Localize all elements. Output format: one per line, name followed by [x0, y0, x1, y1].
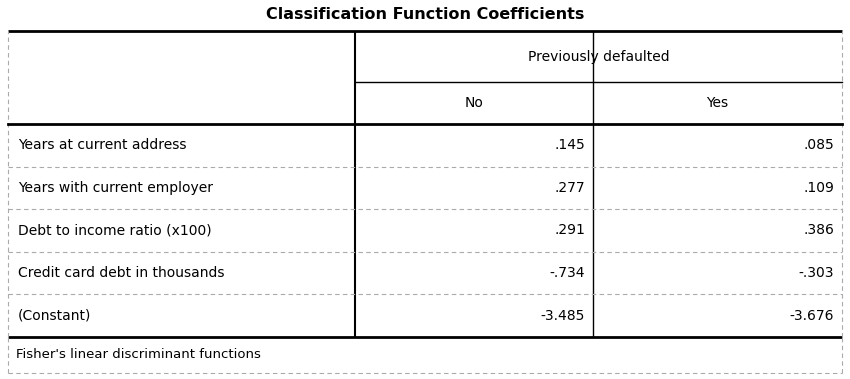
Text: Years at current address: Years at current address: [18, 138, 186, 152]
Text: Credit card debt in thousands: Credit card debt in thousands: [18, 266, 224, 280]
Text: Yes: Yes: [706, 96, 728, 110]
Text: -.734: -.734: [549, 266, 585, 280]
Text: .085: .085: [803, 138, 834, 152]
Text: .386: .386: [803, 224, 834, 238]
Text: .145: .145: [554, 138, 585, 152]
Text: .109: .109: [803, 181, 834, 195]
Text: Years with current employer: Years with current employer: [18, 181, 213, 195]
Text: -3.485: -3.485: [541, 309, 585, 323]
Text: (Constant): (Constant): [18, 309, 91, 323]
Text: Previously defaulted: Previously defaulted: [528, 50, 669, 64]
Text: .277: .277: [554, 181, 585, 195]
Text: .291: .291: [554, 224, 585, 238]
Text: Fisher's linear discriminant functions: Fisher's linear discriminant functions: [16, 349, 261, 362]
Text: -.303: -.303: [798, 266, 834, 280]
Text: Debt to income ratio (x100): Debt to income ratio (x100): [18, 224, 212, 238]
Text: No: No: [465, 96, 484, 110]
Text: -3.676: -3.676: [790, 309, 834, 323]
Text: Classification Function Coefficients: Classification Function Coefficients: [266, 7, 584, 22]
